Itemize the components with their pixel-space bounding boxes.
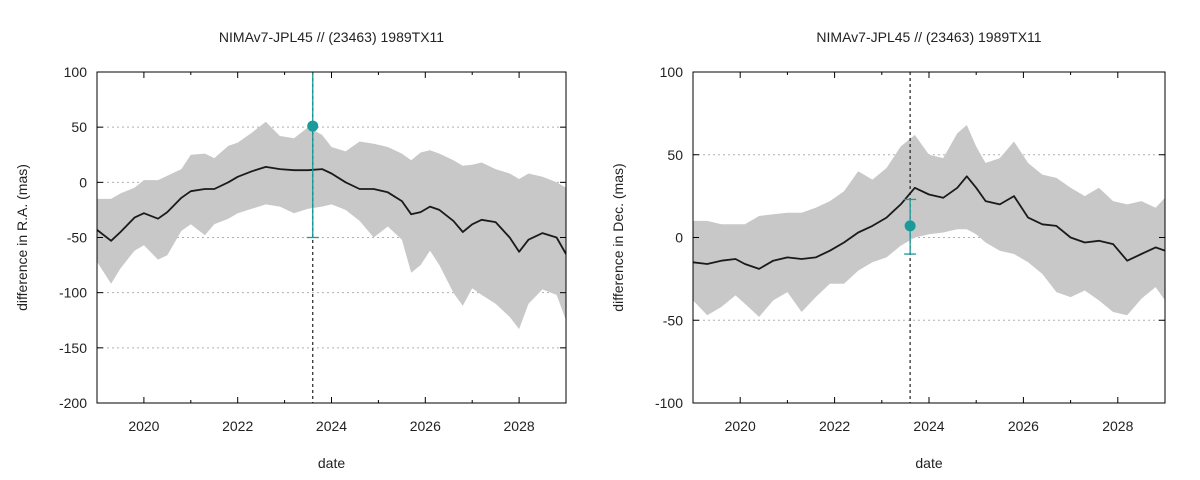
y-tick-label: -100 (655, 395, 683, 411)
difference-line (97, 166, 566, 255)
y-tick-label: -150 (59, 340, 87, 356)
y-tick-label: 50 (71, 119, 87, 135)
observation-point (904, 220, 916, 232)
y-tick-label: 100 (660, 64, 684, 80)
chart-dec: NIMAv7-JPL45 // (23463) 1989TX11 -100 -50 0… (610, 29, 1166, 471)
x-tick-label: 2028 (504, 418, 535, 434)
x-axis-label: date (915, 455, 942, 471)
x-axis-label: date (318, 455, 345, 471)
y-tick-label: 0 (79, 174, 87, 190)
y-tick-label: 100 (64, 64, 88, 80)
y-axis-label: difference in R.A. (mas) (14, 164, 30, 311)
y-tick-label: 50 (667, 147, 683, 163)
uncertainty-band (97, 121, 566, 330)
x-tick-label: 2022 (819, 418, 850, 434)
chart-title: NIMAv7-JPL45 // (23463) 1989TX11 (816, 29, 1041, 45)
x-tick-label: 2028 (1102, 418, 1133, 434)
y-tick-label: -200 (59, 395, 87, 411)
y-axis-label: difference in Dec. (mas) (610, 163, 626, 311)
y-tick-label: -100 (59, 285, 87, 301)
y-tick-label: -50 (663, 312, 683, 328)
y-tick-label: -50 (67, 230, 87, 246)
difference-line (693, 175, 1165, 270)
x-tick-label: 2026 (410, 418, 441, 434)
chart-ra: NIMAv7-JPL45 // (23463) 1989TX11 -200 -150… (14, 29, 567, 471)
x-tick-label: 2020 (128, 418, 159, 434)
y-tick-label: 0 (675, 230, 683, 246)
x-tick-label: 2020 (725, 418, 756, 434)
x-tick-label: 2026 (1008, 418, 1039, 434)
uncertainty-band (693, 125, 1165, 317)
x-tick-label: 2024 (913, 418, 944, 434)
chart-title: NIMAv7-JPL45 // (23463) 1989TX11 (219, 29, 444, 45)
observation-point (307, 120, 319, 132)
x-tick-label: 2022 (222, 418, 253, 434)
x-tick-label: 2024 (316, 418, 347, 434)
